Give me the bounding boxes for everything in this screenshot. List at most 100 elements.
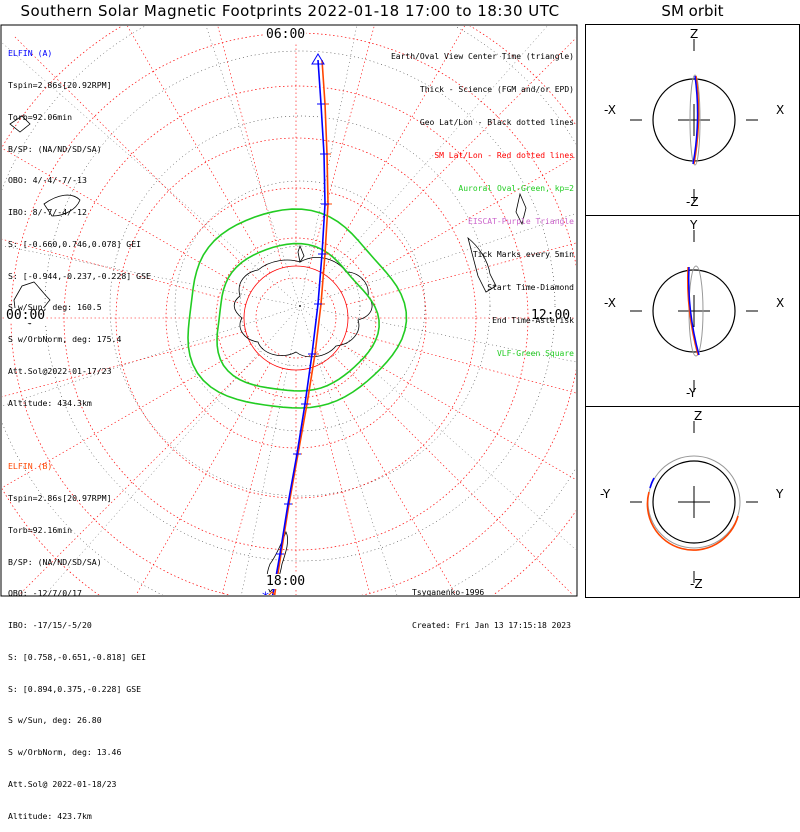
legend-item: Start Time-Diamond — [487, 283, 574, 292]
elfin-a-line: Torb=92.06min — [8, 111, 73, 122]
elfin-b-line: Altitude: 423.7km — [8, 810, 92, 821]
elfin-a-line: Altitude: 434.3km — [8, 397, 92, 408]
elfin-b-track — [273, 59, 329, 595]
geo-meridian — [205, 26, 301, 307]
geo-meridian — [299, 213, 576, 307]
elfin-b-orbit — [686, 266, 699, 356]
africa-coast — [467, 236, 497, 293]
plot-title: Southern Solar Magnetic Footprints 2022-… — [20, 2, 560, 20]
legend-item: Earth/Oval View Center Time (triangle) — [390, 52, 574, 61]
elfin-a-line: B/SP: (NA/ND/SD/SA) — [8, 143, 102, 154]
sm-panel-yz: Z -Z -Y Y — [585, 406, 800, 598]
model-name: Tsyganenko-1996 — [412, 588, 485, 597]
elfin-a-center-triangle — [311, 53, 325, 65]
sm-latlon-grid — [2, 26, 576, 595]
axis-top: Z — [690, 27, 699, 41]
sm-panel-xz-plot — [630, 39, 758, 201]
antarctica-coast — [233, 257, 373, 358]
geo-meridian — [299, 305, 398, 595]
elfin-b-name: ELFIN (B) — [8, 461, 53, 472]
indonesia-coast — [9, 115, 31, 133]
geo-meridian — [241, 305, 301, 595]
orbit-ellipse — [689, 74, 701, 166]
elfin-b-line: OBO: -12/7/0/17 — [8, 588, 82, 599]
elfin-b-line: S: [0.894,0.375,-0.228] GSE — [8, 683, 142, 694]
elfin-a-line: S w/OrbNorm, deg: 175.4 — [8, 334, 122, 345]
geo-lat-circle — [109, 115, 491, 497]
elfin-a-orbit — [649, 477, 655, 489]
axis-right: Y — [776, 487, 784, 501]
sm-lat-circle — [165, 187, 427, 449]
axis-right: X — [776, 103, 785, 117]
legend-item: Geo Lat/Lon - Black dotted lines — [419, 118, 574, 127]
geo-meridian — [299, 305, 576, 363]
legend-item: End Time-Asterisk — [492, 316, 574, 325]
elfin-b-orbit — [646, 491, 739, 551]
elfin-b-line: S w/OrbNorm, deg: 13.46 — [8, 747, 122, 758]
elfin-a-line: IBO: 8/-7/-4/-12 — [8, 207, 87, 218]
peninsula-coast — [297, 244, 305, 264]
elfin-b-line: S: [0.758,-0.651,-0.818] GEI — [8, 651, 147, 662]
legend: Earth/Oval View Center Time (triangle) T… — [391, 29, 574, 370]
elfin-b-line: Torb=92.16min — [8, 524, 73, 535]
geo-meridian — [44, 305, 301, 595]
sm-panel-yz-plot — [630, 421, 758, 583]
elfin-a-line: OBO: 4/-4/-7/-13 — [8, 175, 87, 186]
elfin-b-line: Tspin=2.86s[20.97RPM] — [8, 492, 112, 503]
elfin-b-line: IBO: -17/15/-5/20 — [8, 620, 92, 631]
sm-panel-xz: Z -Z -X X — [585, 24, 800, 216]
legend-item: Tick Marks every 5min — [472, 250, 574, 259]
geo-meridian — [2, 42, 301, 307]
axis-left: -X — [604, 296, 616, 310]
geo-meridian — [299, 305, 576, 551]
axis-right: X — [776, 296, 785, 310]
legend-item: VLF-Green Square — [496, 349, 574, 358]
axis-bottom: -Y — [686, 386, 697, 400]
mlt-label-left: 00:00 — [5, 308, 47, 323]
legend-item: Auroral Oval-Green, kp=2 — [458, 184, 574, 193]
axis-top: Z — [694, 409, 703, 423]
geo-meridian — [299, 26, 357, 307]
auroral-oval — [187, 208, 408, 409]
axis-top: Y — [690, 218, 698, 232]
auroral-oval-inner — [216, 242, 380, 392]
mlt-label-right: 12:00 — [530, 308, 572, 323]
geo-meridian — [2, 305, 301, 407]
axis-left: -X — [604, 103, 616, 117]
legend-item: EISCAT-Purple Triangle — [468, 217, 574, 226]
elfin-b-line: Att.Sol@ 2022-01-18/23 — [8, 779, 117, 789]
elfin-b-info: ELFIN (B) Tspin=2.86s[20.97RPM] Torb=92.… — [8, 440, 146, 832]
geo-lat-circle — [239, 245, 361, 367]
polar-footprint-map: * — [0, 24, 578, 598]
elfin-a-line: Att.Sol@2022-01-17/23 — [8, 366, 112, 376]
sm-panel-xy: Y -Y -X X — [585, 215, 800, 407]
elfin-b-line: S w/Sun, deg: 26.80 — [8, 715, 102, 726]
elfin-a-line: Tspin=2.86s[20.92RPM] — [8, 79, 112, 90]
elfin-b-line: B/SP: (NA/ND/SD/SA) — [8, 556, 102, 567]
elfin-a-line: S: [-0.944,-0.237,-0.228] GSE — [8, 270, 151, 281]
new-zealand-coast — [43, 194, 81, 217]
elfin-a-orbit — [692, 75, 699, 165]
sm-lat-circle — [255, 277, 337, 359]
elfin-a-line: S: [-0.660,0.746,0.078] GEI — [8, 238, 142, 249]
axis-left: -Y — [600, 487, 611, 501]
sm-panel-xy-plot — [630, 230, 758, 392]
geo-latlon-grid — [2, 26, 576, 595]
elfin-a-end-asterisk: * — [262, 590, 269, 598]
elfin-a-track — [271, 59, 326, 595]
earth-circle — [652, 460, 736, 544]
axis-bottom: -Z — [686, 195, 699, 209]
axis-bottom: -Z — [690, 577, 703, 591]
auroral-oval-outer — [187, 208, 408, 409]
geo-meridian — [2, 245, 301, 307]
mlt-label-bottom: 18:00 — [265, 574, 307, 589]
geo-meridian — [299, 26, 548, 307]
elfin-a-info: ELFIN (A) Tspin=2.86s[20.92RPM] Torb=92.… — [8, 27, 151, 419]
elfin-a-name: ELFIN (A) — [8, 48, 53, 59]
satellite-tracks: * — [262, 53, 332, 598]
legend-item: Thick - Science (FGM and/or EPD) — [419, 85, 574, 94]
elfin-a-line: S w/Sun, deg: 160.5 — [8, 302, 102, 313]
legend-item: SM Lat/Lon - Red dotted lines — [434, 151, 574, 160]
earth-circle — [652, 269, 736, 353]
madagascar-coast — [515, 192, 527, 226]
